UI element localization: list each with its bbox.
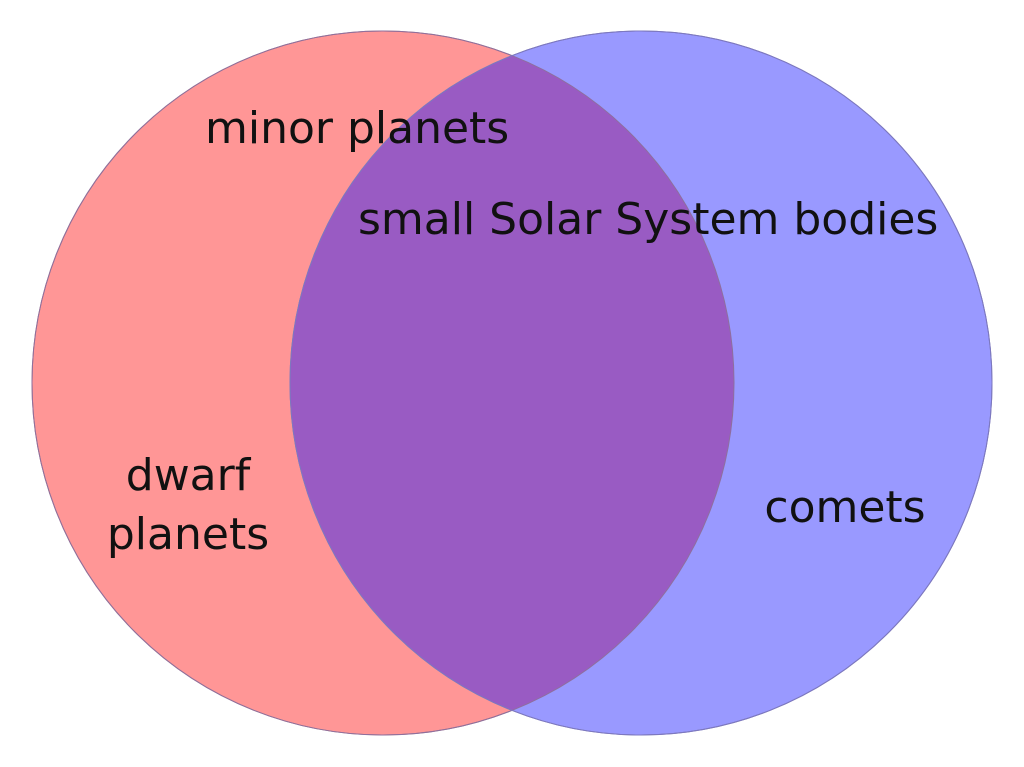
minor-planets-label: minor planets (205, 103, 509, 154)
small-solar-system-bodies-label: small Solar System bodies (358, 194, 938, 245)
minor-planets-outline (31, 30, 735, 736)
intersection-region (290, 31, 734, 735)
dwarf-planets-label-line1: dwarf (126, 450, 252, 501)
dwarf-planets-label-line2: planets (107, 509, 269, 560)
comets-label: comets (764, 482, 925, 533)
small-solar-system-bodies-outline (289, 30, 993, 736)
